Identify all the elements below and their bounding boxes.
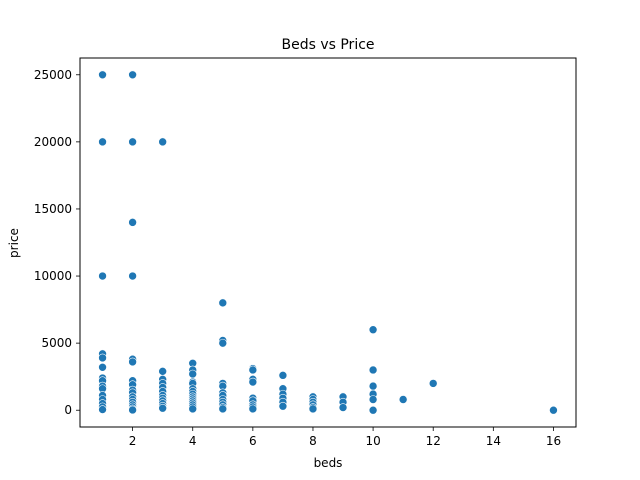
chart-title: Beds vs Price [281, 37, 374, 53]
scatter-point [368, 381, 378, 391]
scatter-point [128, 271, 137, 281]
scatter-point [248, 404, 258, 414]
scatter-point [368, 325, 378, 335]
scatter-point [98, 271, 107, 281]
x-tick-label: 10 [365, 434, 380, 448]
x-tick-label: 14 [486, 434, 501, 448]
scatter-point [128, 357, 137, 367]
scatter-point [278, 401, 288, 411]
plot-frame [79, 57, 577, 428]
scatter-point [398, 395, 408, 404]
scatter-point [158, 137, 167, 147]
scatter-point [278, 371, 288, 380]
scatter-point [218, 298, 228, 308]
scatter-point [218, 404, 228, 414]
scatter-point [128, 70, 137, 80]
scatter-point [368, 405, 378, 415]
scatter-point [248, 365, 258, 375]
x-axis-title: beds [314, 456, 343, 470]
scatter-point [128, 137, 137, 147]
y-tick-label: 25000 [34, 68, 72, 82]
scatter-point [338, 403, 348, 412]
y-tick-label: 5000 [41, 336, 72, 350]
scatter-point [218, 338, 228, 348]
x-axis-ticks: 2 4 6 8 10 12 14 16 [129, 427, 561, 448]
x-tick-label: 16 [546, 434, 561, 448]
y-tick-label: 20000 [34, 135, 72, 149]
scatter-point [98, 362, 107, 372]
scatter-point [158, 403, 167, 413]
scatter-point [128, 218, 137, 227]
scatter-point [188, 404, 198, 414]
scatter-point [98, 137, 107, 147]
y-tick-label: 0 [64, 403, 72, 417]
y-axis-ticks: 0 5000 10000 15000 20000 25000 [34, 68, 80, 417]
scatter-point [128, 405, 137, 415]
scatter-point [368, 365, 378, 375]
x-tick-label: 2 [129, 434, 137, 448]
y-axis-title: price [7, 228, 21, 258]
x-tick-label: 6 [249, 434, 257, 448]
scatter-point [158, 367, 167, 376]
scatter-point [98, 405, 107, 414]
scatter-point [549, 405, 558, 415]
scatter-point [248, 377, 258, 387]
scatter-point [368, 395, 378, 404]
y-tick-label: 10000 [34, 269, 72, 283]
scatter-point [188, 369, 198, 379]
y-tick-label: 15000 [34, 202, 72, 216]
scatter-point [308, 404, 318, 414]
scatter-point [428, 379, 438, 388]
data-points [98, 70, 558, 415]
scatter-point [98, 353, 107, 363]
x-tick-label: 12 [426, 434, 441, 448]
x-tick-label: 4 [189, 434, 197, 448]
x-tick-label: 8 [309, 434, 317, 448]
scatter-point [98, 70, 107, 80]
